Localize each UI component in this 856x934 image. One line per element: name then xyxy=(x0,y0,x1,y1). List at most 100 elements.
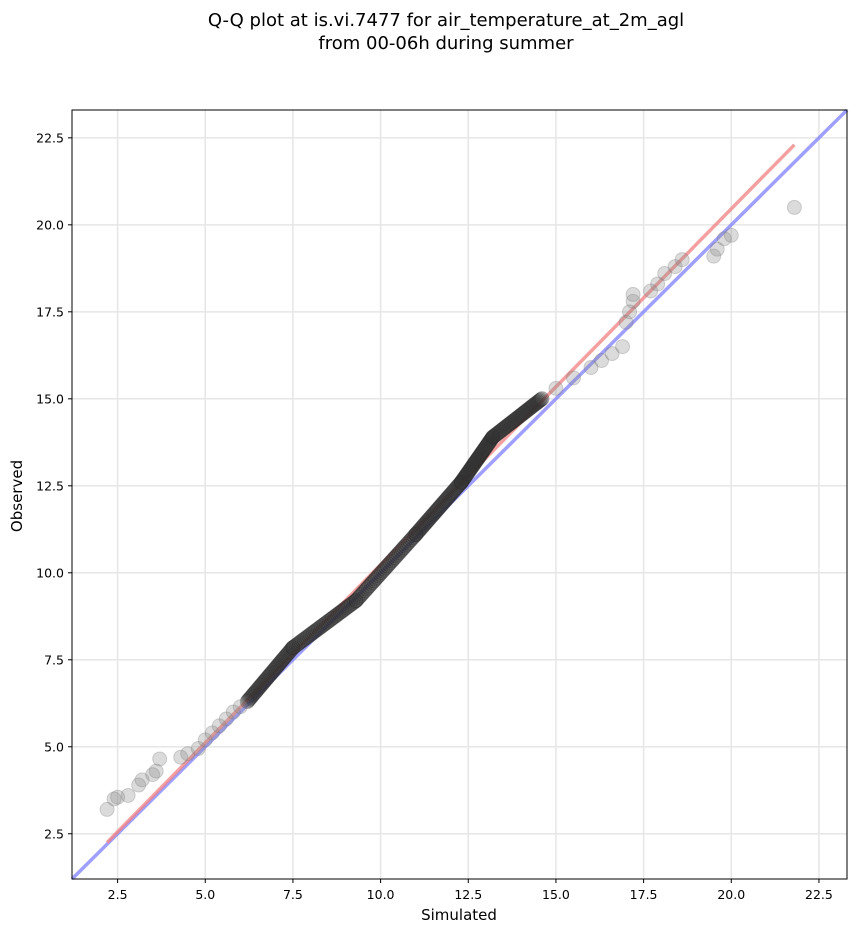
dense-data-point xyxy=(245,687,261,703)
dense-data-point xyxy=(432,499,448,515)
dense-data-point xyxy=(339,600,355,616)
dense-data-point xyxy=(477,440,493,456)
dense-data-point xyxy=(455,472,471,488)
dense-data-point xyxy=(248,683,264,699)
dense-data-point xyxy=(343,596,359,612)
data-point xyxy=(120,787,136,803)
y-tick-label: 22.5 xyxy=(36,130,64,145)
dense-data-point xyxy=(353,588,369,604)
dense-data-point xyxy=(264,664,280,680)
dense-data-point xyxy=(534,391,550,407)
dense-data-point xyxy=(388,548,404,564)
dense-data-point xyxy=(529,395,545,411)
dense-data-point xyxy=(258,672,274,688)
dense-data-point xyxy=(530,394,546,410)
dense-data-point xyxy=(296,631,312,647)
dense-data-point xyxy=(239,694,255,710)
dense-data-point xyxy=(384,553,400,569)
dense-data-point xyxy=(337,601,353,617)
dense-data-point xyxy=(261,668,277,684)
dense-data-point xyxy=(285,640,301,656)
dense-data-point xyxy=(342,597,358,613)
dense-data-point xyxy=(357,583,373,599)
fit-line xyxy=(105,143,796,844)
dense-data-point xyxy=(420,512,436,528)
dense-data-point xyxy=(293,634,309,650)
dense-data-point xyxy=(410,524,426,540)
dense-data-point xyxy=(456,470,472,486)
x-axis-label: Simulated xyxy=(421,906,497,924)
dense-data-point xyxy=(243,689,259,705)
dense-data-point xyxy=(438,491,454,507)
dense-data-point xyxy=(369,569,385,585)
dense-data-point xyxy=(326,609,342,625)
dense-data-point xyxy=(422,510,438,526)
dense-data-point xyxy=(415,519,431,535)
dense-data-point xyxy=(346,594,362,610)
dense-data-point xyxy=(430,500,446,516)
dense-data-point xyxy=(435,495,451,511)
dense-data-point xyxy=(509,410,525,426)
dense-data-point xyxy=(370,568,386,584)
data-point xyxy=(134,772,150,788)
dense-data-point xyxy=(291,635,307,651)
dense-data-point xyxy=(413,520,429,536)
dense-data-point xyxy=(313,618,329,634)
dense-data-point xyxy=(496,420,512,436)
dense-data-point xyxy=(259,671,275,687)
dense-data-point xyxy=(340,599,356,615)
dense-data-point xyxy=(397,538,413,554)
dense-data-point xyxy=(497,420,513,436)
dense-data-point xyxy=(278,648,294,664)
dense-data-point xyxy=(485,429,501,445)
dense-data-point xyxy=(247,684,263,700)
dense-data-point xyxy=(240,692,256,708)
dense-data-point xyxy=(379,558,395,574)
dense-data-point xyxy=(466,456,482,472)
dense-data-point xyxy=(470,451,486,467)
dense-data-point xyxy=(453,474,469,490)
y-axis-label: Observed xyxy=(8,460,26,532)
dense-data-point xyxy=(488,426,504,442)
dense-data-point xyxy=(512,408,528,424)
dense-data-point xyxy=(474,445,490,461)
dense-data-point xyxy=(492,423,508,439)
dense-data-point xyxy=(461,463,477,479)
dense-data-point xyxy=(316,616,332,632)
y-tick-label: 7.5 xyxy=(44,652,64,667)
y-tick-label: 12.5 xyxy=(36,478,64,493)
dense-data-point xyxy=(476,442,492,458)
data-point xyxy=(204,725,220,741)
dense-data-point xyxy=(372,566,388,582)
dense-data-point xyxy=(480,436,496,452)
dense-data-point xyxy=(479,437,495,453)
data-point xyxy=(99,801,115,817)
dense-data-point xyxy=(484,430,500,446)
dense-data-point xyxy=(504,414,520,430)
dense-data-point xyxy=(527,397,543,413)
dense-data-point xyxy=(493,422,509,438)
dense-data-point xyxy=(382,555,398,571)
data-point xyxy=(667,259,683,275)
dense-data-point xyxy=(525,398,541,414)
data-point xyxy=(709,241,725,257)
dense-data-point xyxy=(302,627,318,643)
dense-data-point xyxy=(304,626,320,642)
dense-data-point xyxy=(274,653,290,669)
dense-data-point xyxy=(242,691,258,707)
data-point xyxy=(197,732,213,748)
dense-data-point xyxy=(437,493,453,509)
dense-data-point xyxy=(442,487,458,503)
dense-data-point xyxy=(485,429,501,445)
dense-data-point xyxy=(406,528,422,544)
data-point xyxy=(110,789,126,805)
dense-data-point xyxy=(444,485,460,501)
dense-data-point xyxy=(350,591,366,607)
dense-data-point xyxy=(351,589,367,605)
dense-data-point xyxy=(471,449,487,465)
dense-data-point xyxy=(502,416,518,432)
dense-data-point xyxy=(475,443,491,459)
dense-data-point xyxy=(448,481,464,497)
data-point xyxy=(232,699,248,715)
data-point xyxy=(225,704,241,720)
